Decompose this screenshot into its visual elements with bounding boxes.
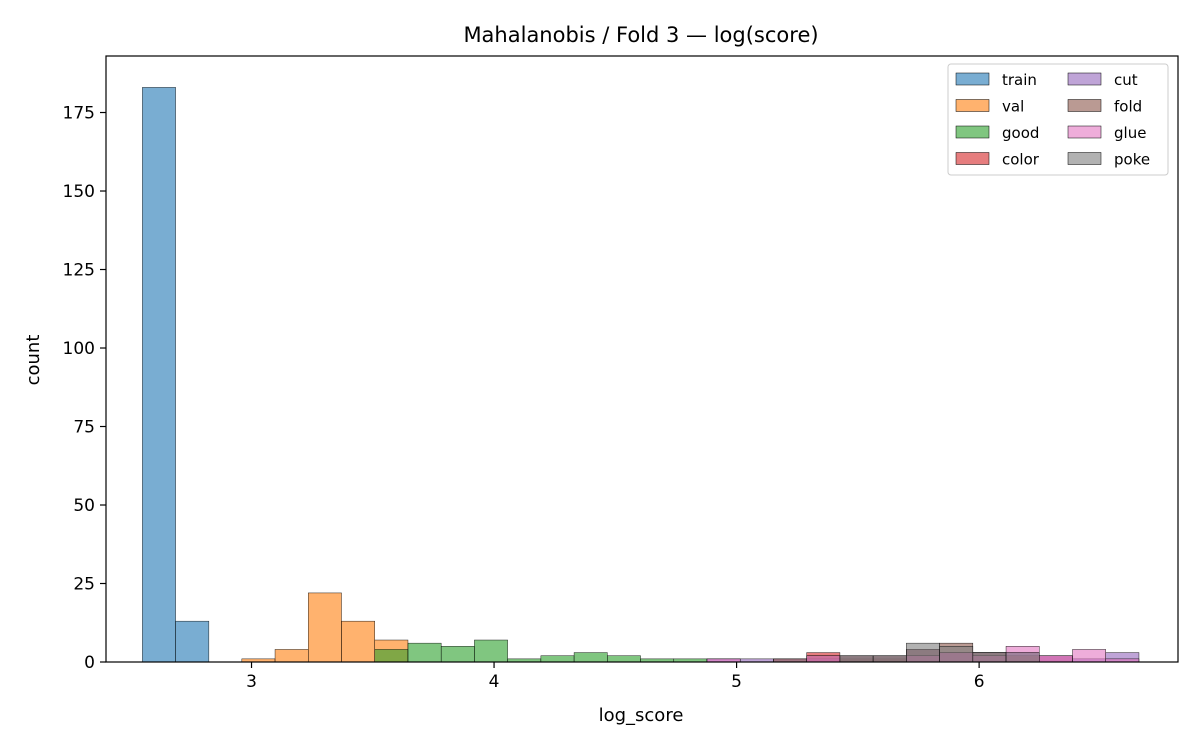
bar-glue (806, 655, 841, 663)
legend-label-cut: cut (1114, 71, 1138, 89)
x-tick-label: 6 (974, 672, 985, 692)
bar-good (607, 655, 641, 663)
bar-good (440, 646, 475, 663)
y-tick-label: 100 (63, 339, 95, 359)
legend-swatch-cut (1067, 72, 1102, 86)
legend-label-poke: poke (1114, 151, 1150, 169)
legend: train val good color cut fold glue poke (947, 63, 1169, 176)
legend-swatch-color (955, 152, 990, 165)
bar-good (540, 655, 575, 663)
y-axis-ticks: 0 25 50 75 100 125 150 175 (63, 104, 106, 673)
y-axis-label: count (23, 335, 44, 386)
y-tick-label: 25 (73, 575, 95, 595)
bar-poke (872, 655, 907, 663)
bar-glue (1039, 655, 1073, 663)
bar-glue (1072, 649, 1106, 663)
legend-label-good: good (1002, 124, 1039, 142)
plot-frame (105, 55, 1179, 663)
x-axis-ticks: 3 4 5 6 (246, 662, 985, 692)
bar-good (374, 649, 409, 663)
bar-val (308, 592, 342, 663)
y-tick-label: 175 (63, 104, 95, 124)
legend-swatch-val (955, 99, 990, 112)
bar-good (474, 639, 508, 663)
x-tick-label: 3 (246, 672, 257, 692)
x-tick-label: 5 (731, 672, 742, 692)
legend-label-color: color (1002, 151, 1040, 169)
bar-train (142, 87, 176, 663)
legend-box (947, 63, 1169, 176)
x-tick-label: 4 (489, 672, 500, 692)
legend-label-val: val (1002, 98, 1024, 116)
chart-title: Mahalanobis / Fold 3 — log(score) (463, 23, 818, 47)
bar-val (341, 620, 375, 663)
bar-poke (972, 652, 1007, 663)
bar-train (175, 620, 210, 663)
bar-poke (1005, 652, 1040, 663)
y-tick-label: 0 (84, 653, 95, 673)
legend-swatch-good (955, 125, 990, 139)
x-axis-label: log_score (599, 705, 684, 726)
legend-swatch-train (955, 72, 990, 86)
bar-poke (906, 642, 940, 663)
legend-swatch-poke (1067, 152, 1102, 165)
legend-label-glue: glue (1114, 124, 1146, 142)
bar-good (407, 642, 442, 663)
bar-poke (839, 655, 874, 663)
bars-layer (142, 87, 1140, 663)
legend-swatch-glue (1067, 125, 1102, 139)
y-tick-label: 75 (73, 418, 95, 438)
y-tick-label: 50 (73, 496, 95, 516)
y-tick-label: 125 (63, 261, 95, 281)
bar-val (274, 649, 309, 663)
legend-label-fold: fold (1114, 98, 1142, 116)
legend-swatch-fold (1067, 99, 1102, 112)
bar-poke (939, 646, 974, 663)
y-tick-label: 150 (63, 182, 95, 202)
bar-good (573, 652, 608, 663)
legend-label-train: train (1002, 71, 1037, 89)
